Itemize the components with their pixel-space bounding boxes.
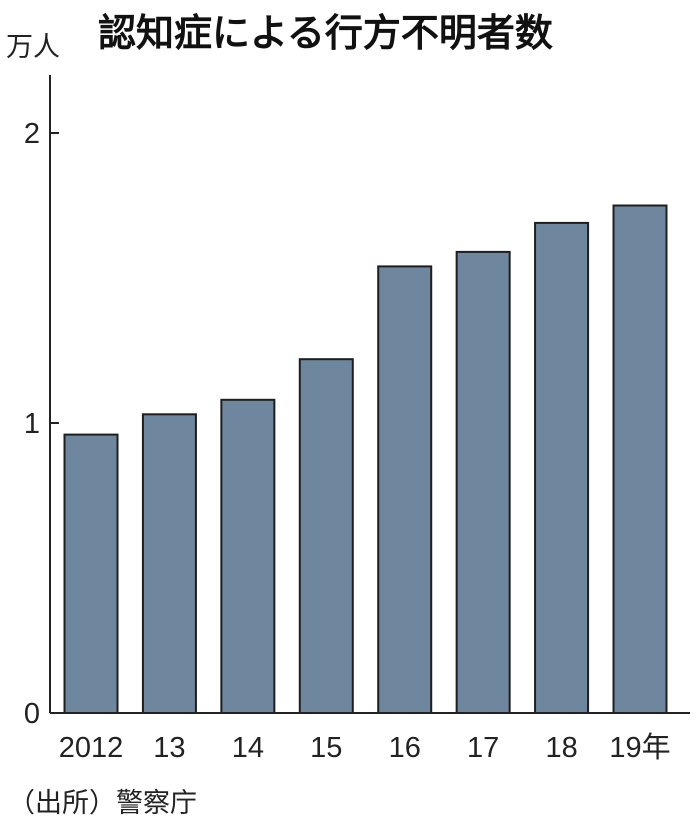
- x-tick-label: 13: [153, 732, 185, 764]
- y-axis-unit-label: 万人: [6, 32, 60, 63]
- x-tick-label: 17: [467, 732, 499, 764]
- bar-19年: [612, 204, 668, 714]
- bar-18: [534, 221, 590, 714]
- x-tick-label: 19年: [609, 731, 670, 764]
- source-note: （出所）警察庁: [8, 788, 197, 819]
- x-tick-label: 14: [232, 732, 264, 764]
- x-tick-label: 15: [310, 732, 342, 764]
- chart-title: 認知症による行方不明者数: [98, 11, 553, 55]
- bar-14: [220, 398, 276, 714]
- bars-group: [63, 204, 668, 714]
- x-ticks-group: 2012 13 14 15 16 17 18 19年: [59, 731, 671, 764]
- bar-15: [298, 358, 354, 714]
- y-tick-label: 0: [24, 698, 40, 730]
- y-tick-label: 2: [24, 118, 40, 150]
- bar-17: [455, 250, 511, 714]
- bar-16: [377, 265, 433, 714]
- y-tick-label: 1: [24, 408, 40, 440]
- bar-2012: [63, 433, 119, 714]
- x-tick-label: 2012: [59, 732, 124, 764]
- y-ticks-group: 0 1 2: [24, 118, 59, 730]
- bar-13: [141, 413, 197, 714]
- x-tick-label: 16: [389, 732, 421, 764]
- x-tick-label: 18: [545, 732, 577, 764]
